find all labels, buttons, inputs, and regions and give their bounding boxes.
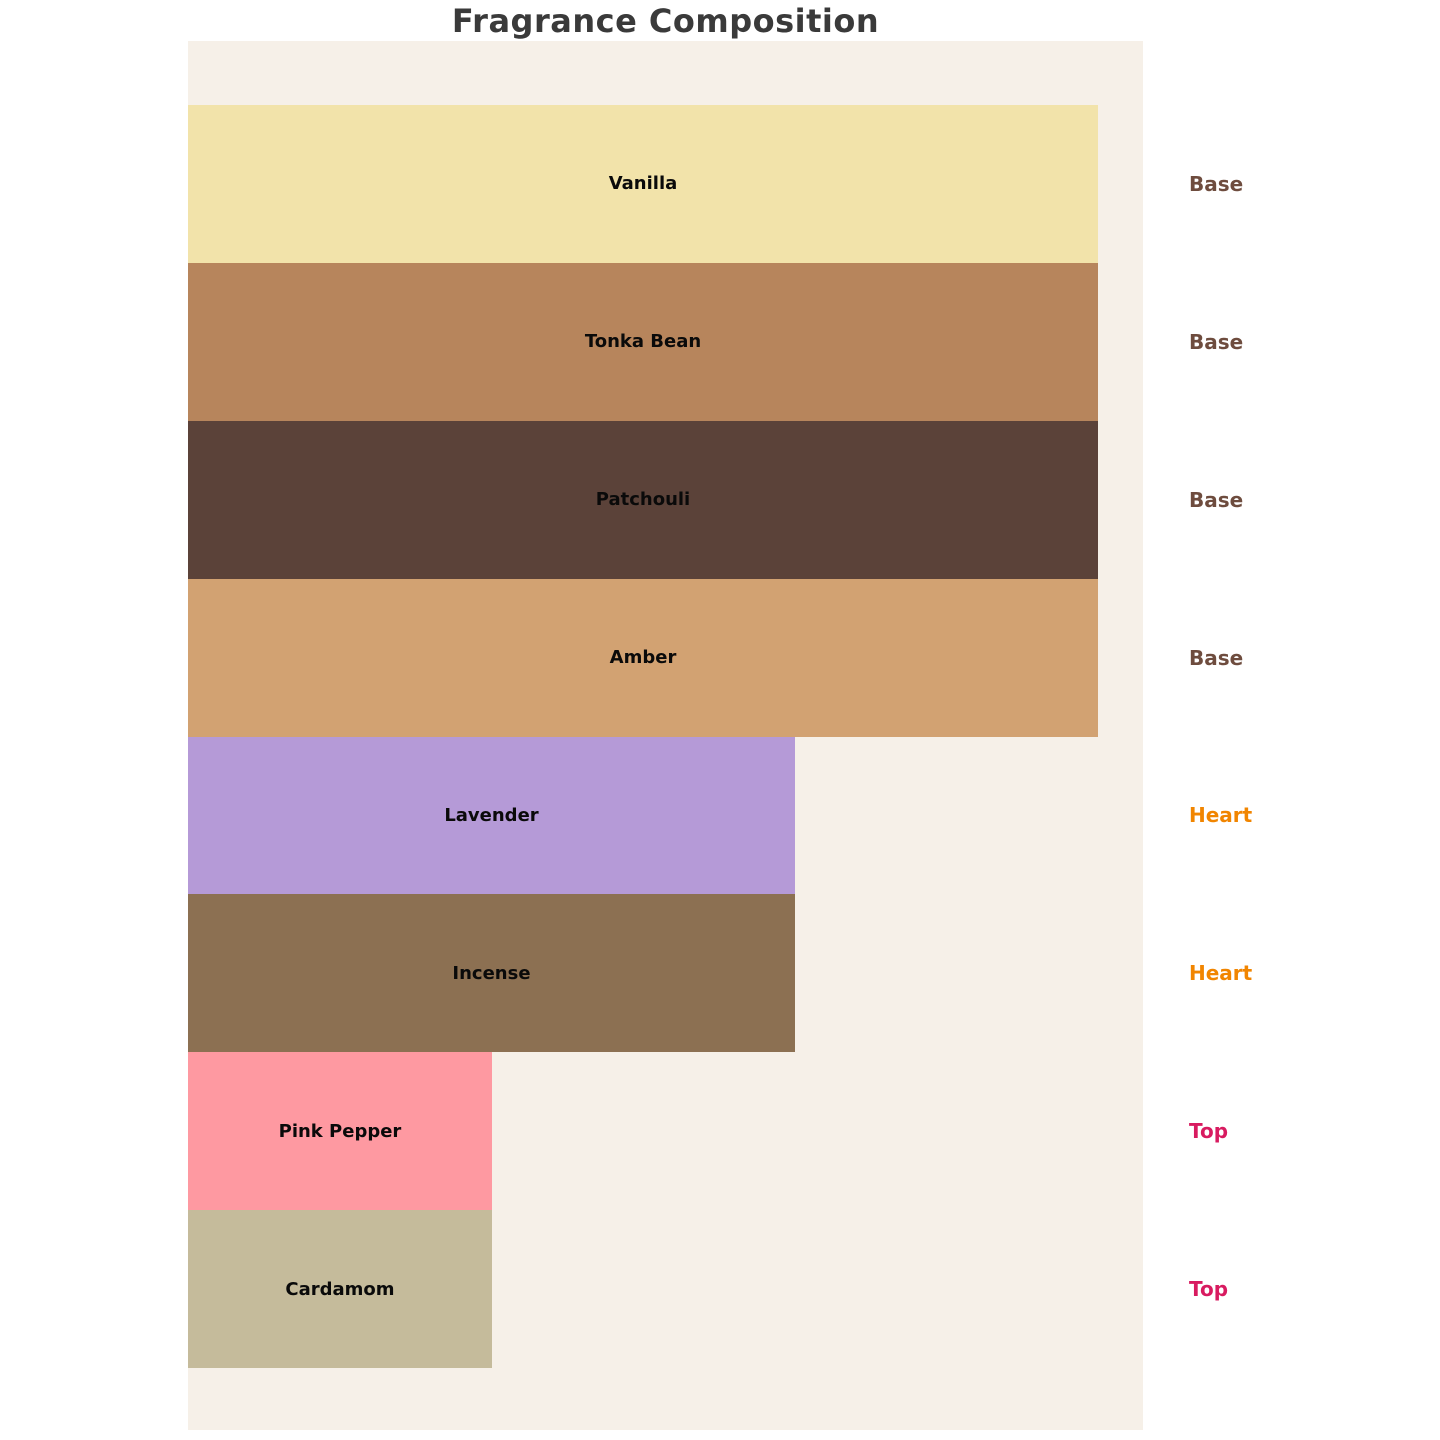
chart-area: Vanilla Tonka Bean Patchouli Amber Lavender I…: [188, 41, 1143, 1430]
group-label-base-2: Base: [1189, 487, 1244, 512]
bar-label: Patchouli: [595, 489, 691, 511]
chart-title: Fragrance Composition: [451, 2, 880, 40]
group-labels: Base Base Base Base Heart Heart Top Top: [1189, 105, 1429, 1368]
bar-tonka-bean: Tonka Bean: [188, 262, 1098, 421]
bar-label: Vanilla: [608, 173, 678, 195]
group-label-base-3: Base: [1189, 645, 1244, 670]
bar-label: Incense: [452, 962, 531, 984]
group-label-top-6: Top: [1189, 1119, 1229, 1144]
bar-lavender: Lavender: [188, 736, 795, 895]
bars: Vanilla Tonka Bean Patchouli Amber Lavender I…: [188, 105, 1098, 1368]
group-label-heart-5: Heart: [1189, 961, 1253, 986]
bar-incense: Incense: [188, 894, 795, 1053]
bar-label: Lavender: [444, 804, 539, 826]
bar-label: Amber: [609, 647, 677, 669]
bar-label: Cardamom: [285, 1278, 395, 1300]
group-label-base-1: Base: [1189, 329, 1244, 354]
bar-vanilla: Vanilla: [188, 105, 1098, 263]
bar-pink-pepper: Pink Pepper: [188, 1052, 492, 1211]
bar-label: Pink Pepper: [278, 1120, 402, 1142]
group-label-top-7: Top: [1189, 1277, 1229, 1302]
bar-patchouli: Patchouli: [188, 420, 1098, 579]
bar-label: Tonka Bean: [584, 331, 702, 353]
bar-cardamom: Cardamom: [188, 1210, 492, 1368]
group-label-heart-4: Heart: [1189, 803, 1253, 828]
group-label-base-0: Base: [1189, 171, 1244, 196]
bar-amber: Amber: [188, 578, 1098, 737]
